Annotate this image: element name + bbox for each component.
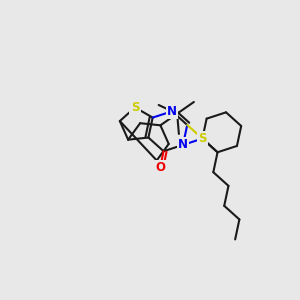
Text: N: N bbox=[167, 105, 177, 118]
Text: S: S bbox=[198, 132, 207, 145]
Text: O: O bbox=[155, 161, 165, 174]
Text: S: S bbox=[131, 101, 139, 114]
Text: N: N bbox=[178, 138, 188, 152]
